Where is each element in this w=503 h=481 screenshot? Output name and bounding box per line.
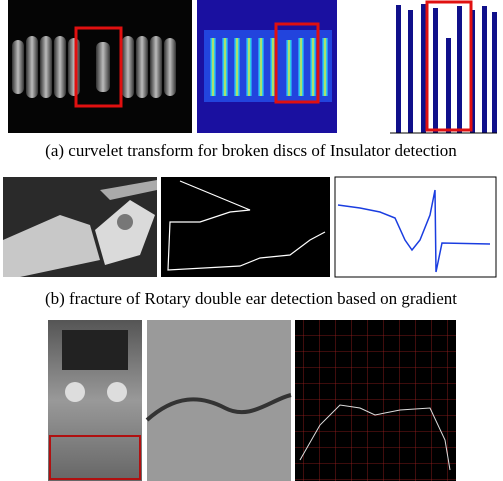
caption: (b) fracture of Rotary double ear detect… [45,289,457,308]
bar-plot-image [390,2,497,133]
insulator-image [8,0,192,133]
rotary-ear-image [3,177,157,277]
gradient-plot-image [335,177,496,277]
caption: (a) curvelet transform for broken discs … [45,141,457,160]
figure: (a) curvelet transform for broken discs … [0,0,503,481]
curvelet-image [197,0,337,133]
component-image [48,320,142,481]
grid-detection-image [295,320,456,481]
texture-image [147,320,291,481]
edge-image [161,177,330,277]
page: (a) curvelet transform for broken discs … [0,0,503,481]
